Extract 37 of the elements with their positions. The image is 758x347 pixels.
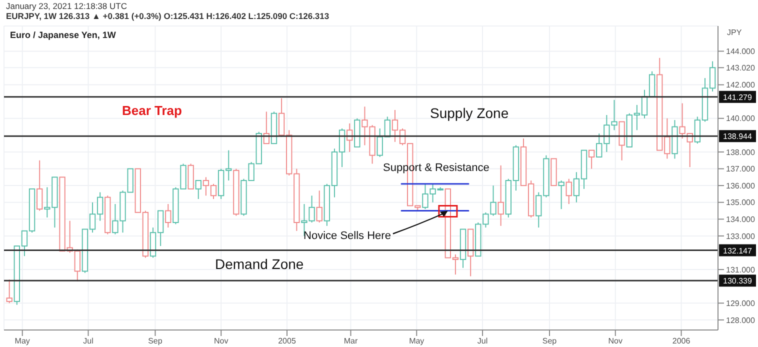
ref-line-label: 138.944 (723, 132, 753, 142)
annotation: Novice Sells Here (304, 230, 391, 242)
annotation: Demand Zone (215, 256, 304, 272)
ref-line-label: 132.147 (723, 246, 753, 256)
annotation: Bear Trap (122, 103, 182, 118)
x-tick-label: Nov (608, 336, 622, 346)
y-tick-label: 134.000 (726, 214, 756, 224)
x-tick-label: Sep (148, 336, 163, 346)
ref-line-label: 141.279 (723, 92, 753, 102)
text: January 23, 2021 12:18:38 UTC (6, 1, 127, 11)
x-tick-label: Mar (344, 336, 358, 346)
y-tick-label: 129.000 (726, 298, 756, 308)
text: EURJPY, 1W 126.313 ▲ +0.381 (+0.3%) O:125.431 H:126.402 L:125.090 C:126.313 (6, 11, 330, 21)
x-tick-label: 2006 (672, 336, 691, 346)
x-tick-label: Sep (542, 336, 558, 346)
y-tick-label: 136.000 (726, 181, 756, 190)
x-tick-label: Jul (83, 336, 94, 346)
y-axis-title: JPY (727, 28, 742, 37)
ref-line-label: 130.339 (723, 276, 753, 286)
y-tick-label: 135.000 (726, 198, 756, 208)
x-tick-label: Nov (214, 336, 228, 346)
y-tick-label: 137.000 (726, 164, 756, 174)
y-tick-label: 140.000 (726, 114, 756, 124)
y-tick-label: 144.000 (726, 47, 756, 56)
y-tick-label: 143.020 (726, 63, 756, 72)
y-tick-label: 133.000 (726, 232, 756, 241)
y-tick-label: 128.000 (726, 316, 756, 325)
x-tick-label: 2005 (278, 336, 296, 346)
annotation: Supply Zone (430, 105, 509, 121)
x-tick-label: Jul (477, 336, 488, 346)
y-tick-label: 142.000 (726, 80, 756, 90)
y-tick-label: 138.000 (726, 148, 756, 157)
annotation: Support & Resistance (383, 162, 490, 174)
x-tick-label: May (14, 336, 30, 346)
y-tick-label: 131.000 (726, 265, 756, 274)
chart-title: Euro / Japanese Yen, 1W (10, 30, 116, 40)
x-tick-label: May (409, 336, 424, 346)
